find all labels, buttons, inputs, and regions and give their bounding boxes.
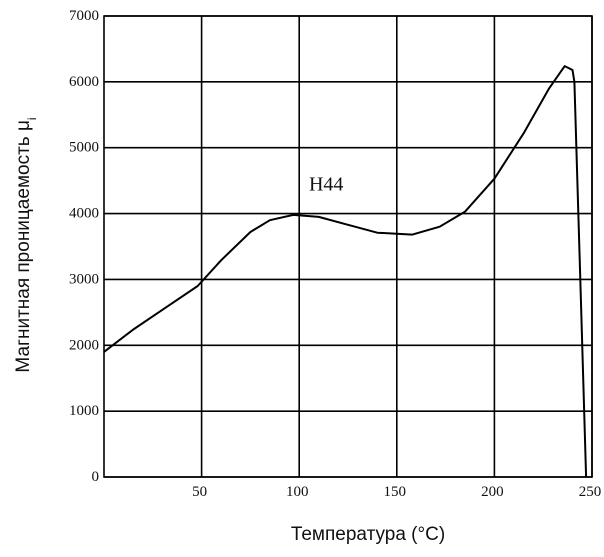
- y-tick-label: 3000: [69, 271, 99, 287]
- y-tick-label: 5000: [69, 140, 99, 156]
- y-axis-label-subscript: i: [25, 117, 39, 120]
- y-tick-label: 0: [92, 469, 100, 485]
- x-tick-label: 50: [192, 484, 207, 500]
- x-tick-labels: 50 100 150 200 250: [192, 484, 601, 500]
- y-tick-label: 6000: [69, 74, 99, 90]
- x-axis-label: Температура (°С): [291, 524, 445, 545]
- plot-frame: [103, 15, 593, 478]
- y-axis-label: Магнитная проницаемость μi: [13, 117, 39, 372]
- x-tick-label: 150: [384, 484, 407, 500]
- x-tick-label: 200: [481, 484, 504, 500]
- y-axis-label-main: Магнитная проницаемость μ: [13, 120, 34, 372]
- y-tick-label: 1000: [69, 403, 99, 419]
- x-tick-label: 250: [579, 484, 602, 500]
- y-tick-label: 2000: [69, 337, 99, 353]
- y-tick-label: 7000: [69, 8, 99, 24]
- grid: [104, 15, 593, 478]
- y-tick-labels: 0 1000 2000 3000 4000 5000 6000 7000: [69, 8, 99, 485]
- series-line: [103, 65, 588, 478]
- y-tick-label: 4000: [69, 206, 99, 222]
- series-annotation: H44: [309, 174, 343, 196]
- x-tick-label: 100: [286, 484, 309, 500]
